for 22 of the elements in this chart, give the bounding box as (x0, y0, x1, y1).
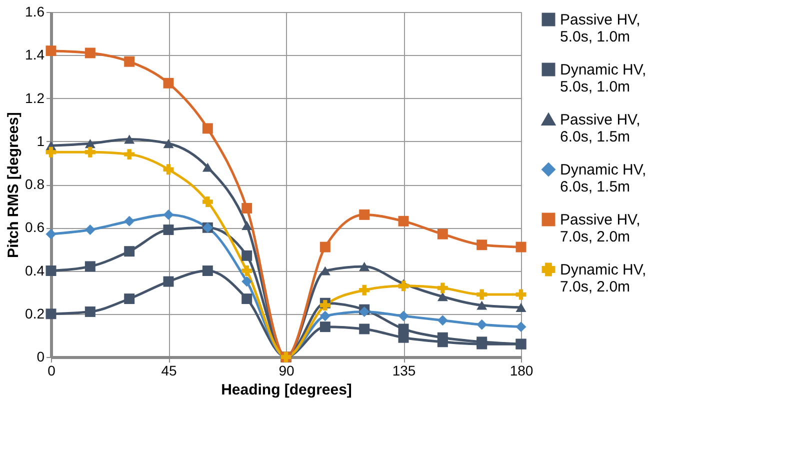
y-tick-label: 0.6 (25, 219, 45, 236)
legend-label: Dynamic HV, 5.0s, 1.0m (560, 62, 646, 96)
legend-label: Passive HV, 5.0s, 1.0m (560, 12, 640, 46)
y-tick-label: 0.2 (25, 305, 45, 322)
y-tick-label: 0.8 (25, 176, 45, 192)
legend-label: Passive HV, 6.0s, 1.5m (560, 112, 640, 146)
x-tick-label: 135 (392, 362, 416, 378)
y-tick-label: 1 (36, 132, 45, 149)
x-tick-label: 90 (278, 362, 294, 378)
x-tick-label: 180 (510, 362, 534, 378)
y-tick-label: 0.4 (25, 262, 45, 278)
y-tick-label: 1.2 (25, 90, 45, 106)
x-tick-label: 45 (161, 362, 177, 378)
x-tick-label: 0 (48, 362, 56, 378)
y-tick-label: 1.4 (25, 46, 45, 63)
legend-label: Passive HV, 7.0s, 2.0m (560, 212, 640, 246)
y-tick-label: 0 (36, 348, 45, 364)
legend-label: Dynamic HV, 6.0s, 1.5m (560, 162, 646, 196)
y-tick-label: 1.6 (25, 4, 45, 20)
x-axis-title: Heading [degrees] (221, 382, 352, 398)
legend-label: Dynamic HV, 7.0s, 2.0m (560, 262, 646, 296)
y-axis-title: Pitch RMS [degrees] (5, 112, 22, 258)
